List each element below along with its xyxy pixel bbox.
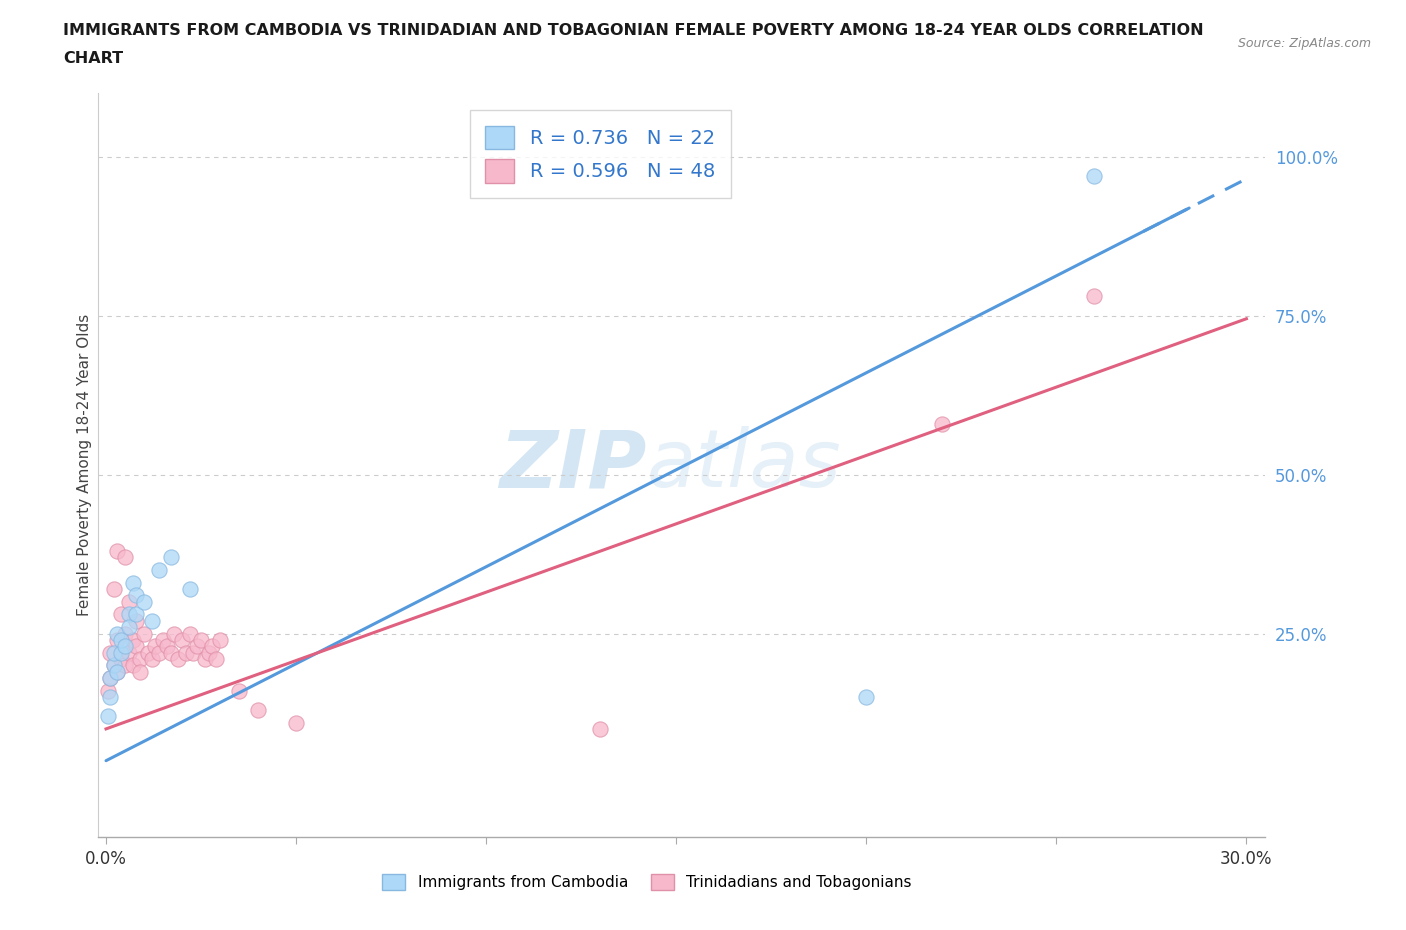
Text: 30.0%: 30.0%: [1220, 850, 1272, 868]
Point: [97, 684, 120, 698]
Point: [148, 563, 170, 578]
Point: [107, 664, 129, 679]
Point: [103, 645, 125, 660]
Point: [186, 639, 208, 654]
Point: [125, 588, 148, 603]
Point: [167, 652, 190, 667]
Point: [145, 639, 167, 654]
Point: [98, 690, 121, 705]
Point: [132, 594, 155, 609]
Point: [855, 690, 877, 705]
Point: [197, 645, 219, 660]
Point: [118, 594, 141, 609]
Point: [103, 658, 125, 672]
Text: ZIP: ZIP: [499, 426, 647, 504]
Point: [156, 639, 179, 654]
Point: [170, 632, 193, 647]
Point: [125, 639, 148, 654]
Point: [132, 626, 155, 641]
Text: 0.0%: 0.0%: [86, 850, 127, 868]
Text: Source: ZipAtlas.com: Source: ZipAtlas.com: [1237, 37, 1371, 50]
Legend: Immigrants from Cambodia, Trinidadians and Tobagonians: Immigrants from Cambodia, Trinidadians a…: [377, 868, 918, 897]
Point: [190, 632, 212, 647]
Y-axis label: Female Poverty Among 18-24 Year Olds: Female Poverty Among 18-24 Year Olds: [77, 314, 91, 617]
Text: IMMIGRANTS FROM CAMBODIA VS TRINIDADIAN AND TOBAGONIAN FEMALE POVERTY AMONG 18-2: IMMIGRANTS FROM CAMBODIA VS TRINIDADIAN …: [63, 23, 1204, 38]
Point: [159, 550, 181, 565]
Point: [183, 645, 205, 660]
Point: [589, 722, 612, 737]
Point: [125, 607, 148, 622]
Point: [121, 658, 143, 672]
Point: [141, 652, 163, 667]
Text: CHART: CHART: [63, 51, 124, 66]
Point: [110, 645, 132, 660]
Point: [136, 645, 159, 660]
Point: [98, 671, 121, 685]
Point: [152, 632, 174, 647]
Point: [205, 652, 228, 667]
Point: [228, 684, 250, 698]
Point: [107, 626, 129, 641]
Point: [110, 652, 132, 667]
Point: [121, 632, 143, 647]
Point: [285, 715, 308, 730]
Point: [114, 626, 136, 641]
Point: [118, 645, 141, 660]
Point: [174, 645, 197, 660]
Point: [129, 652, 152, 667]
Point: [118, 607, 141, 622]
Text: atlas: atlas: [647, 426, 842, 504]
Point: [114, 639, 136, 654]
Point: [98, 645, 121, 660]
Point: [201, 639, 224, 654]
Point: [107, 543, 129, 558]
Point: [97, 709, 120, 724]
Point: [103, 581, 125, 596]
Point: [121, 575, 143, 590]
Point: [141, 614, 163, 629]
Point: [98, 671, 121, 685]
Point: [107, 632, 129, 647]
Point: [118, 619, 141, 634]
Point: [1083, 289, 1105, 304]
Point: [163, 626, 186, 641]
Point: [110, 607, 132, 622]
Point: [194, 652, 217, 667]
Point: [107, 664, 129, 679]
Point: [129, 664, 152, 679]
Point: [114, 658, 136, 672]
Point: [179, 626, 201, 641]
Point: [148, 645, 170, 660]
Point: [931, 417, 953, 432]
Point: [1083, 168, 1105, 183]
Point: [159, 645, 181, 660]
Point: [125, 614, 148, 629]
Point: [114, 550, 136, 565]
Point: [209, 632, 232, 647]
Point: [247, 702, 270, 717]
Point: [110, 632, 132, 647]
Point: [179, 581, 201, 596]
Point: [103, 658, 125, 672]
